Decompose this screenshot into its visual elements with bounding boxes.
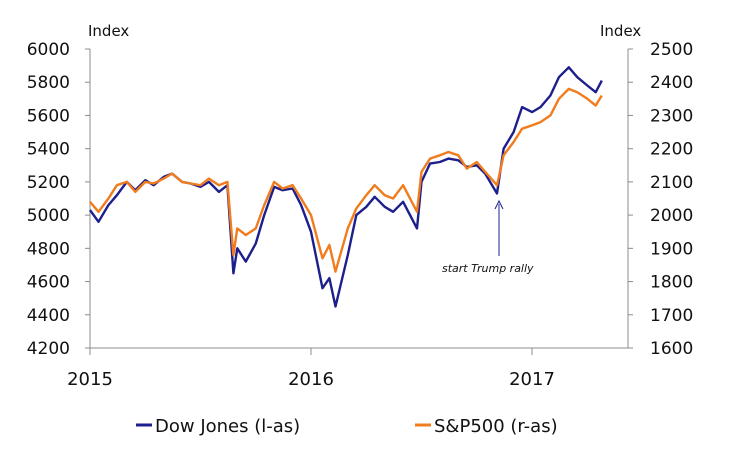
right-tick-label: 2000 <box>650 206 693 226</box>
left-tick-label: 4400 <box>27 306 70 326</box>
right-tick-label: 1600 <box>650 339 693 359</box>
x-ticks: 2015 2016 2017 <box>67 348 555 390</box>
left-y-ticks: 4200 4400 4600 4800 5000 5200 5400 5600 5800 6000 <box>27 40 90 359</box>
left-axis-unit-label: Index <box>88 22 129 40</box>
x-tick-label: 2016 <box>288 369 334 390</box>
right-tick-label: 2200 <box>650 140 693 160</box>
legend: Dow Jones (l-as) S&P500 (r-as) <box>136 416 558 437</box>
right-tick-label: 2300 <box>650 106 693 126</box>
left-tick-label: 5800 <box>27 73 70 93</box>
left-tick-label: 6000 <box>27 40 70 60</box>
x-tick-label: 2017 <box>509 369 555 390</box>
left-tick-label: 4600 <box>27 273 70 293</box>
left-tick-label: 5400 <box>27 140 70 160</box>
trump-rally-annotation: start Trump rally <box>442 199 534 275</box>
right-tick-label: 1700 <box>650 306 693 326</box>
series-layer <box>89 66 603 308</box>
left-tick-label: 4200 <box>27 339 70 359</box>
right-tick-label: 1900 <box>650 239 693 259</box>
right-tick-label: 2500 <box>650 40 693 60</box>
right-tick-label: 2100 <box>650 173 693 193</box>
right-y-ticks: 1600 1700 1800 1900 2000 2100 2200 2300 2400 2500 <box>628 40 693 359</box>
annotation-text: start Trump rally <box>442 262 534 275</box>
legend-label-sp500: S&P500 (r-as) <box>434 416 558 437</box>
annotation-arrow-head <box>494 199 504 210</box>
left-tick-label: 5000 <box>27 206 70 226</box>
x-tick-label: 2015 <box>67 369 113 390</box>
left-tick-label: 5200 <box>27 173 70 193</box>
legend-label-dow-jones: Dow Jones (l-as) <box>155 416 300 437</box>
series-line-sp500 <box>89 87 603 273</box>
right-tick-label: 2400 <box>650 73 693 93</box>
right-axis-unit-label: Index <box>600 22 641 40</box>
left-tick-label: 5600 <box>27 106 70 126</box>
right-tick-label: 1800 <box>650 273 693 293</box>
left-tick-label: 4800 <box>27 239 70 259</box>
